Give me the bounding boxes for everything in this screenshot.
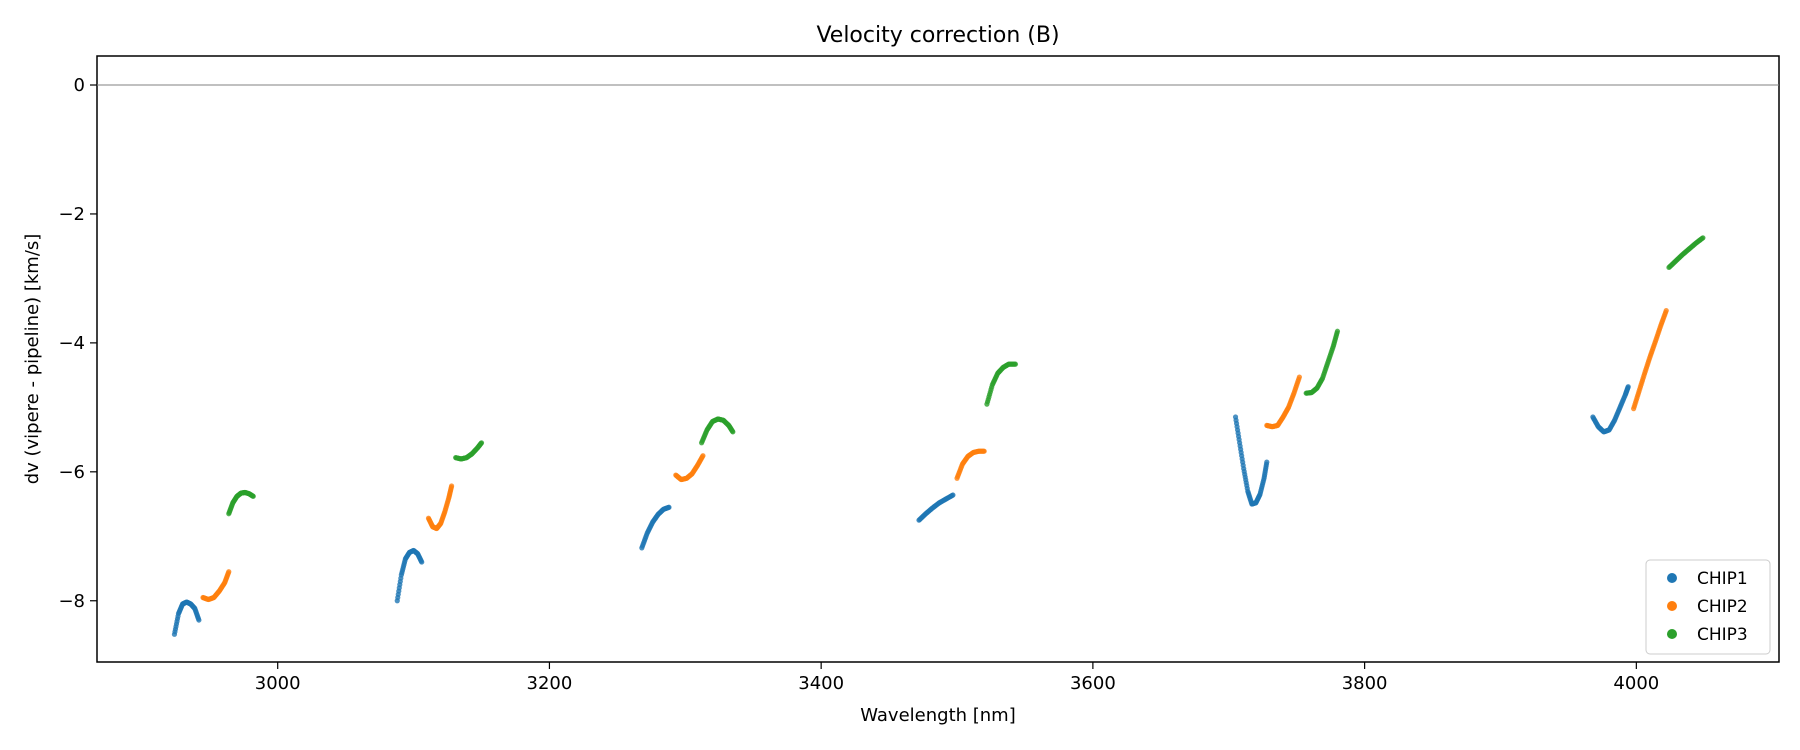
y-tick-label: −4 [58, 333, 85, 354]
data-point [1625, 384, 1631, 390]
legend-marker-chip3 [1667, 629, 1677, 639]
x-tick-label: 3000 [255, 673, 301, 694]
data-point [1264, 459, 1270, 465]
plot-area-frame [96, 55, 1780, 663]
data-point [1296, 374, 1302, 380]
legend: CHIP1 CHIP2 CHIP3 [1645, 559, 1771, 655]
x-tick-label: 3800 [1342, 673, 1388, 694]
data-point [1012, 361, 1019, 367]
y-tick-label: −8 [58, 591, 85, 612]
data-point [700, 453, 706, 459]
x-axis-ticks: 3000 3200 3400 3600 3800 4000 [255, 662, 1659, 694]
chart-title: Velocity correction (B) [816, 23, 1059, 48]
data-point [1700, 235, 1706, 241]
data-point [950, 492, 956, 498]
x-tick-label: 4000 [1613, 673, 1659, 694]
data-point [478, 440, 485, 446]
legend-marker-chip1 [1667, 573, 1677, 583]
legend-label-chip1: CHIP1 [1697, 569, 1748, 589]
data-point [981, 448, 987, 454]
y-tick-label: 0 [74, 75, 85, 96]
data-point [250, 493, 256, 499]
x-tick-label: 3200 [527, 673, 573, 694]
legend-label-chip3: CHIP3 [1697, 625, 1748, 645]
y-tick-label: −6 [58, 462, 85, 483]
data-point [730, 429, 736, 435]
x-tick-label: 3400 [798, 673, 844, 694]
data-point [419, 559, 425, 565]
data-points-layer [171, 235, 1706, 637]
legend-marker-chip2 [1667, 601, 1677, 611]
series-chip2 [200, 308, 1669, 603]
data-point [226, 569, 232, 575]
data-point [1663, 308, 1669, 314]
y-tick-label: −2 [58, 204, 85, 225]
x-tick-label: 3600 [1070, 673, 1116, 694]
y-axis-label: dv (vipere - pipeline) [km/s] [22, 234, 43, 485]
data-point [1334, 328, 1341, 334]
x-axis-label: Wavelength [nm] [860, 705, 1016, 726]
y-axis-ticks: 0 −2 −4 −6 −8 [58, 75, 97, 612]
series-chip3 [226, 235, 1706, 517]
legend-label-chip2: CHIP2 [1697, 597, 1748, 617]
data-point [196, 617, 202, 623]
series-chip1 [171, 384, 1631, 637]
data-point [449, 483, 455, 489]
legend-box [1645, 559, 1771, 655]
data-point [666, 504, 672, 510]
